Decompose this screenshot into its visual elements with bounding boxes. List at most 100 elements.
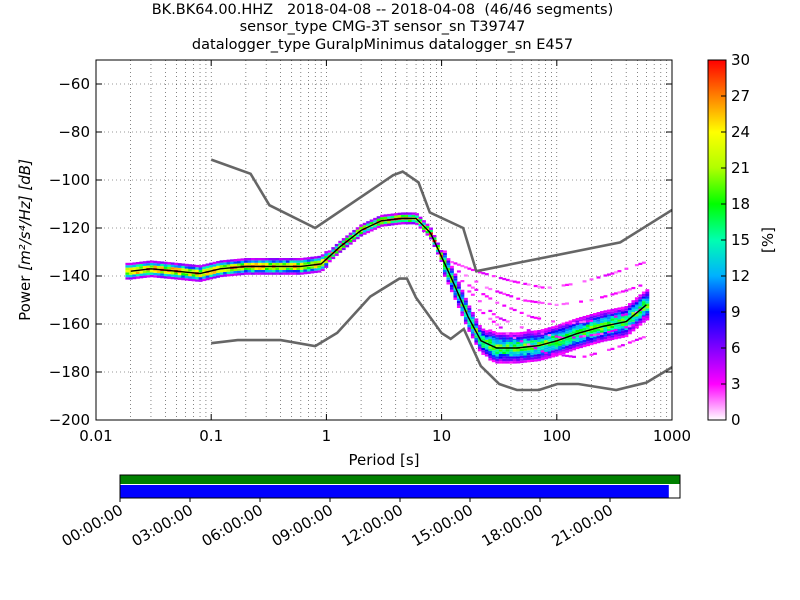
histogram-cell: [634, 309, 639, 312]
histogram-cell: [453, 295, 458, 298]
histogram-cell: [268, 270, 273, 273]
histogram-cell: [544, 328, 549, 331]
histogram-cell: [254, 262, 259, 266]
histogram-cell: [446, 274, 451, 278]
histogram-cell: [237, 270, 241, 274]
histogram-cell: [627, 322, 632, 325]
histogram-cell: [526, 333, 531, 336]
histogram-cell: [167, 262, 172, 265]
y-tick-label: −180: [49, 363, 90, 381]
histogram-cell: [589, 337, 594, 341]
histogram-cell: [303, 262, 308, 265]
histogram-cell: [495, 290, 500, 293]
histogram-cell: [519, 358, 524, 361]
histogram-cell: [547, 329, 552, 332]
histogram-cell: [613, 324, 618, 328]
histogram-cell: [282, 260, 287, 263]
histogram-cell: [292, 267, 297, 270]
histogram-cell: [526, 355, 531, 358]
histogram-cell: [481, 328, 486, 331]
histogram-cell: [512, 280, 517, 283]
histogram-cell: [156, 265, 161, 269]
histogram-cell: [603, 315, 608, 318]
histogram-cell: [251, 267, 255, 270]
histogram-cell: [436, 252, 440, 255]
histogram-cell: [373, 225, 378, 228]
histogram-cell: [181, 273, 186, 276]
histogram-cell: [544, 351, 549, 355]
histogram-cell: [631, 316, 636, 320]
x-tick-label: 1: [322, 427, 332, 445]
histogram-cell: [498, 334, 503, 338]
histogram-cell: [645, 318, 650, 321]
histogram-cell: [481, 350, 486, 353]
histogram-cell: [554, 351, 559, 355]
histogram-cell: [484, 286, 489, 289]
histogram-cell: [495, 344, 500, 347]
histogram-cell: [551, 338, 556, 341]
histogram-cell: [516, 341, 521, 345]
histogram-cell: [516, 351, 521, 354]
histogram-cell: [526, 314, 531, 317]
histogram-cell: [509, 342, 514, 345]
histogram-cell: [383, 221, 388, 224]
histogram-cell: [359, 234, 364, 237]
histogram-cell: [299, 269, 304, 273]
histogram-cell: [481, 311, 486, 315]
histogram-cell: [607, 314, 611, 317]
histogram-cell: [477, 332, 482, 335]
histogram-cell: [244, 262, 248, 266]
histogram-cell: [135, 266, 140, 270]
histogram-cell: [537, 337, 542, 340]
histogram-cell: [561, 339, 566, 343]
histogram-cell: [470, 268, 475, 272]
histogram-cell: [198, 274, 203, 278]
histogram-cell: [481, 330, 486, 334]
histogram-cell: [488, 350, 493, 354]
histogram-cell: [568, 332, 573, 335]
histogram-cell: [456, 305, 461, 309]
histogram-cell: [624, 317, 629, 321]
histogram-cell: [558, 333, 563, 337]
histogram-cell: [491, 313, 496, 316]
histogram-cell: [526, 352, 531, 356]
histogram-cell: [610, 347, 615, 351]
histogram-cell: [603, 322, 608, 325]
histogram-cell: [188, 268, 193, 272]
histogram-cell: [429, 227, 433, 230]
histogram-cell: [139, 273, 144, 276]
histogram-cell: [502, 358, 507, 362]
histogram-cell: [627, 319, 632, 323]
histogram-cell: [610, 293, 615, 296]
histogram-cell: [411, 219, 416, 222]
histogram-cell: [596, 336, 601, 339]
histogram-cell: [502, 318, 507, 322]
histogram-cell: [317, 258, 322, 261]
histogram-cell: [205, 268, 210, 271]
histogram-cell: [620, 328, 625, 331]
histogram-cell: [188, 264, 193, 267]
histogram-cell: [526, 343, 531, 346]
histogram-cell: [526, 335, 531, 339]
histogram-cell: [526, 331, 531, 334]
histogram-cell: [572, 355, 576, 358]
histogram-cell: [355, 229, 360, 233]
histogram-cell: [139, 266, 144, 269]
histogram-cell: [540, 332, 545, 335]
histogram-cell: [600, 315, 604, 319]
histogram-cell: [498, 351, 503, 354]
histogram-cell: [495, 332, 500, 335]
histogram-cell: [289, 262, 294, 266]
histogram-cell: [401, 214, 405, 218]
histogram-cell: [634, 338, 639, 341]
histogram-cell: [620, 309, 625, 312]
histogram-cell: [502, 344, 507, 347]
histogram-cell: [230, 268, 234, 272]
histogram-cell: [275, 258, 280, 261]
histogram-cell: [540, 345, 545, 349]
histogram-cell: [645, 303, 650, 306]
histogram-cell: [442, 274, 447, 277]
histogram-cell: [195, 264, 200, 268]
histogram-cell: [533, 337, 538, 340]
histogram-cell: [317, 267, 322, 271]
